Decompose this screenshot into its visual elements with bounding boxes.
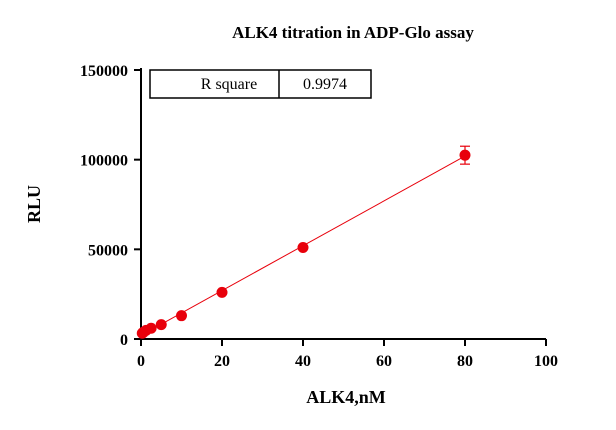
- chart-title: ALK4 titration in ADP-Glo assay: [232, 23, 474, 42]
- x-tick-label: 100: [534, 353, 558, 370]
- x-tick-label: 20: [214, 353, 230, 370]
- data-point: [145, 322, 157, 334]
- stats-label: R square: [201, 76, 257, 93]
- x-axis-label: ALK4,nM: [306, 387, 386, 407]
- y-tick-label: 0: [120, 332, 128, 349]
- data-point: [155, 319, 167, 331]
- x-tick-label: 40: [295, 353, 311, 370]
- stats-table-frame: [149, 69, 372, 99]
- data-point: [216, 286, 228, 298]
- x-tick-label: 60: [376, 353, 392, 370]
- y-tick-label: 150000: [80, 63, 128, 80]
- x-tick-label: 0: [137, 353, 145, 370]
- stats-value: 0.9974: [303, 76, 347, 93]
- data-point: [459, 149, 471, 161]
- y-axis-label: RLU: [24, 185, 44, 223]
- stats-table: R square 0.9974: [149, 69, 372, 99]
- plot-area: 0 20 40 60 80 100 0 50000 100000 150000: [80, 63, 558, 370]
- x-tick-label: 80: [457, 353, 473, 370]
- data-point: [297, 242, 309, 254]
- data-point: [176, 310, 187, 322]
- y-tick-label: 100000: [80, 153, 128, 170]
- y-tick-label: 50000: [88, 242, 128, 259]
